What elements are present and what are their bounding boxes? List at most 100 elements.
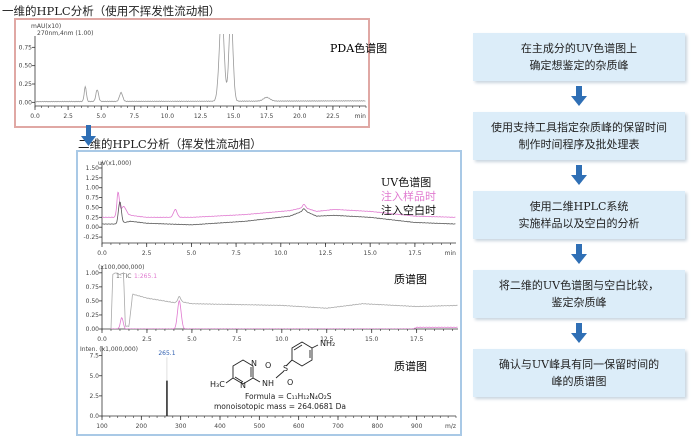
amino-label: NH₂ — [320, 339, 335, 348]
y-tick-label: 0.75 — [86, 284, 100, 291]
x-tick-label: 15.0 — [227, 113, 241, 120]
x-tick-label: 10.0 — [275, 336, 289, 343]
x-tick-label: 7.5 — [231, 250, 241, 257]
x-tick-label: 12.5 — [319, 250, 333, 257]
oxygen-label-1: O — [265, 361, 271, 370]
y-tick-label: 1.00 — [86, 185, 100, 192]
oxygen-label-2: O — [287, 378, 293, 387]
step-3-line-1: 使用二维HPLC系统 — [529, 200, 629, 213]
workflow-step-2: 使用支持工具指定杂质峰的保留时间 制作时间程序及批处理表 — [473, 112, 685, 160]
mass-spectrum: 100 200 300 400 500 600 700 800 900 0.0 2.5 5.0 7.5 m… — [80, 346, 457, 430]
nitrogen-label-2: N — [240, 381, 246, 390]
x-tick-label: 12.5 — [194, 113, 208, 120]
x-unit-label: min — [445, 250, 457, 257]
y-tick-label: 0.25 — [86, 214, 100, 221]
sulfur-label: S — [283, 364, 288, 373]
y-tick-label: 0.00 — [86, 224, 100, 231]
step-5-line-1: 确认与UV峰具有同一保留时间的 — [498, 358, 660, 371]
blank-legend: 注入空白时 — [381, 203, 436, 217]
series-line-1 — [35, 34, 366, 103]
y-tick-label: 0.00 — [19, 99, 33, 106]
second-analysis-title: 二维的HPLC分析（挥发性流动相） — [78, 137, 262, 151]
down-arrow-icon — [571, 86, 587, 106]
uv-chromatogram: 0.0 2.5 5.0 7.5 10.0 12.5 15.0 17.5 -0.25 0.00 0.2… — [83, 160, 456, 257]
x-tick-label: 5.0 — [187, 250, 197, 257]
step-2-line-2: 制作时间程序及批处理表 — [518, 138, 640, 151]
down-arrow-icon — [571, 244, 587, 264]
uv-label: UV色谱图 — [381, 175, 431, 189]
series-line-1 — [102, 191, 456, 218]
y-tick-label: 1.00 — [86, 270, 100, 277]
y-tick-label: 0.50 — [86, 298, 100, 305]
y-tick-label: 0.00 — [86, 326, 100, 333]
pda-chromatogram: 0.0 2.5 5.0 7.5 10.0 12.5 15.0 17.5 20.0 22.5 0.00… — [19, 23, 367, 120]
series-line-1 — [110, 271, 458, 329]
y-tick-label: 0.75 — [86, 195, 100, 202]
nitrogen-label-1: N — [251, 359, 257, 368]
x-tick-label: 5.0 — [187, 336, 197, 343]
y-tick-label: 2.5 — [89, 393, 99, 400]
x-tick-label: 7.5 — [130, 113, 140, 120]
y-axis-label: uV(x1,000) — [98, 160, 131, 167]
x-tick-label: 15.0 — [364, 250, 378, 257]
x-tick-label: 22.5 — [326, 113, 340, 120]
y-tick-label: 0.25 — [19, 81, 33, 88]
x-unit-label: m/z — [445, 423, 456, 430]
step-4-line-1: 将二维的UV色谱图与空白比较， — [498, 279, 660, 292]
nh-label: NH — [262, 379, 274, 388]
series-line-2 — [102, 201, 456, 226]
workflow-step-4: 将二维的UV色谱图与空白比较， 鉴定杂质峰 — [473, 270, 685, 318]
y-tick-label: 0.0 — [89, 413, 99, 420]
step-1-line-2: 确定想鉴定的杂质峰 — [529, 59, 629, 72]
x-tick-label: 300 — [175, 423, 187, 430]
x-tick-label: 20.0 — [293, 113, 307, 120]
y-tick-label: 0.25 — [86, 312, 100, 319]
step-4-line-2: 鉴定杂质峰 — [551, 296, 607, 309]
methyl-label: H₃C — [210, 380, 225, 389]
x-tick-label: 10.0 — [274, 250, 288, 257]
y-tick-label: 0.75 — [19, 44, 33, 51]
x-tick-label: 17.5 — [408, 250, 422, 257]
series-line-2 — [110, 299, 458, 329]
y-tick-label: 1.50 — [86, 165, 100, 172]
y-tick-label: -0.25 — [83, 234, 99, 241]
x-tick-label: 900 — [411, 423, 423, 430]
down-arrow-icon — [571, 165, 587, 185]
x-unit-label: min — [355, 113, 367, 120]
x-tick-label: 15.0 — [365, 336, 379, 343]
x-tick-label: 800 — [372, 423, 384, 430]
chemical-structure — [225, 341, 319, 385]
ms-label-tic: 质谱图 — [394, 272, 427, 286]
x-tick-label: 200 — [136, 423, 148, 430]
x-tick-label: 0.0 — [30, 113, 40, 120]
ms-label-spectrum: 质谱图 — [394, 359, 427, 373]
x-tick-label: 0.0 — [97, 336, 107, 343]
monoisotopic-mass-text: monoisotopic mass = 264.0681 Da — [214, 402, 346, 411]
chemical-structure-labels: NH₂ N N NH S O O H₃C Formula = C₁₁H₁₂N₄O… — [210, 339, 346, 411]
x-tick-label: 10.0 — [161, 113, 175, 120]
x-tick-label: 7.5 — [232, 336, 242, 343]
formula-text: Formula = C₁₁H₁₂N₄O₂S — [245, 392, 332, 401]
y-tick-label: 0.50 — [86, 204, 100, 211]
x-tick-label: 17.5 — [410, 336, 424, 343]
x-tick-label: 2.5 — [142, 250, 152, 257]
down-arrow-icon — [571, 323, 587, 343]
x-tick-label: 2.5 — [63, 113, 73, 120]
x-tick-label: 700 — [332, 423, 344, 430]
x-tick-label: 400 — [214, 423, 226, 430]
peak-label: 265.1 — [158, 350, 175, 357]
second-hplc-panel — [76, 150, 462, 436]
step-3-line-2: 实施样品以及空白的分析 — [518, 217, 640, 230]
first-hplc-panel — [14, 18, 370, 128]
y-tick-label: 1.25 — [86, 175, 100, 182]
workflow-step-5: 确认与UV峰具有同一保留时间的 峰的质谱图 — [473, 349, 685, 397]
y-axis-label: mAU(x10) — [31, 23, 61, 30]
x-tick-label: 2.5 — [142, 336, 152, 343]
mz-trace-label: 1:265.1 — [134, 273, 157, 280]
y-tick-label: 5.0 — [89, 373, 99, 380]
down-arrow-icon — [81, 125, 96, 146]
x-tick-label: 12.5 — [320, 336, 334, 343]
y-tick-label: 7.5 — [89, 353, 99, 360]
first-analysis-title: 一维的HPLC分析（使用不挥发性流动相） — [2, 4, 221, 18]
